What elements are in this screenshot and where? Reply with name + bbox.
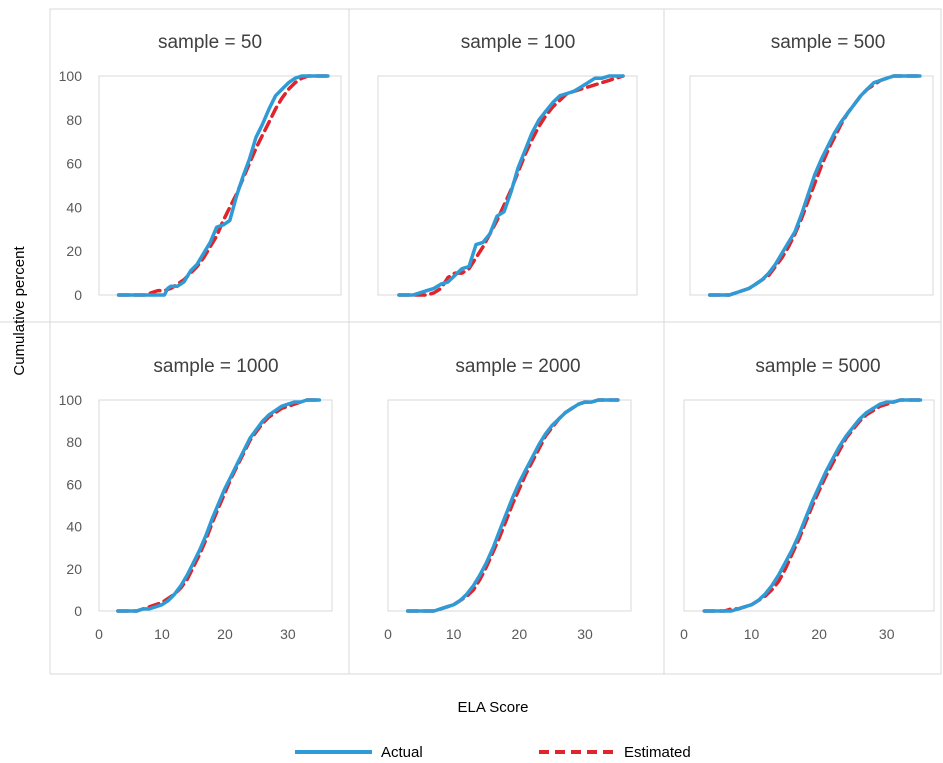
plot-area bbox=[689, 75, 934, 296]
panel-title: sample = 2000 bbox=[455, 356, 580, 377]
y-tick-label: 60 bbox=[66, 476, 82, 492]
series-line-actual bbox=[116, 398, 322, 613]
x-tick-label: 30 bbox=[879, 626, 895, 642]
y-tick-label: 40 bbox=[66, 199, 82, 215]
y-tick-label: 100 bbox=[59, 392, 83, 408]
series-line-estimated bbox=[405, 398, 620, 613]
panel-2: sample = 100 bbox=[377, 32, 638, 297]
y-tick-label: 60 bbox=[66, 156, 82, 172]
panel-frames bbox=[0, 8, 942, 675]
x-axis-label: ELA Score bbox=[458, 699, 529, 716]
y-tick-label: 0 bbox=[74, 603, 82, 619]
panel-title: sample = 100 bbox=[461, 32, 576, 53]
x-tick-label: 10 bbox=[744, 626, 760, 642]
y-tick-label: 0 bbox=[74, 287, 82, 303]
x-tick-label: 0 bbox=[384, 626, 392, 642]
x-tick-label: 30 bbox=[577, 626, 593, 642]
panel-title: sample = 500 bbox=[771, 32, 886, 53]
x-tick-label: 20 bbox=[512, 626, 528, 642]
panel-1: sample = 50 0 20 40 60 80 100 bbox=[59, 32, 342, 303]
x-tick-label: 10 bbox=[446, 626, 462, 642]
y-tick-label: 20 bbox=[66, 561, 82, 577]
y-tick-label: 20 bbox=[66, 243, 82, 259]
panel-6: sample = 5000 0 10 20 30 bbox=[680, 356, 935, 642]
legend-estimated-label: Estimated bbox=[624, 744, 691, 761]
y-tick-label: 80 bbox=[66, 112, 82, 128]
x-tick-label: 0 bbox=[95, 626, 103, 642]
x-tick-label: 20 bbox=[811, 626, 827, 642]
series-line-estimated bbox=[116, 74, 330, 297]
plot-area bbox=[377, 75, 638, 296]
panel-3: sample = 500 bbox=[689, 32, 934, 297]
x-tick-label: 30 bbox=[280, 626, 296, 642]
y-tick-label: 40 bbox=[66, 519, 82, 535]
panel-5: sample = 2000 0 10 20 30 bbox=[384, 356, 632, 642]
series-line-actual bbox=[702, 398, 923, 613]
legend: Actual Estimated bbox=[295, 744, 691, 761]
plot-area bbox=[98, 399, 333, 612]
plot-area bbox=[98, 75, 342, 296]
panel-title: sample = 50 bbox=[158, 32, 262, 53]
plot-area bbox=[683, 399, 935, 612]
series-line-estimated bbox=[397, 74, 625, 297]
y-tick-label: 80 bbox=[66, 434, 82, 450]
series-line-actual bbox=[397, 74, 625, 297]
series-line-estimated bbox=[707, 74, 922, 297]
legend-actual-label: Actual bbox=[381, 744, 423, 761]
panel-title: sample = 1000 bbox=[153, 356, 278, 377]
series-line-actual bbox=[707, 74, 922, 297]
panel-4: sample = 1000 0 20 40 60 80 100 0 10 20 30 bbox=[59, 356, 333, 642]
panel-title: sample = 5000 bbox=[755, 356, 880, 377]
x-tick-label: 20 bbox=[217, 626, 233, 642]
plot-area bbox=[387, 399, 632, 612]
y-tick-label: 100 bbox=[59, 68, 83, 84]
y-axis-label: Cumulative percent bbox=[11, 246, 28, 376]
x-tick-label: 0 bbox=[680, 626, 688, 642]
x-tick-label: 10 bbox=[154, 626, 170, 642]
panel-grid-border bbox=[49, 8, 942, 675]
series-line-actual bbox=[405, 398, 620, 613]
series-line-actual bbox=[116, 74, 330, 297]
